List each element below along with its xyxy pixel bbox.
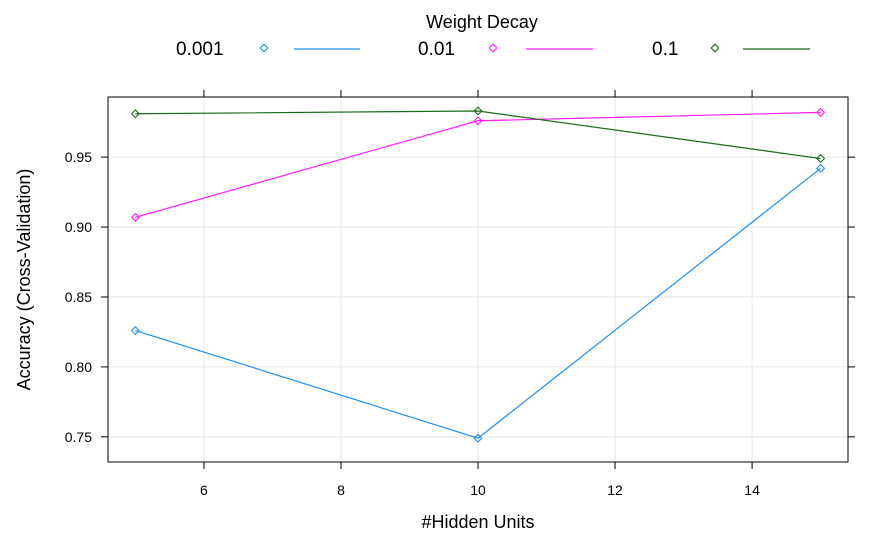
data-point-0.001-2 [816,163,826,173]
legend-marker-0.001 [259,43,269,53]
y-axis-label: Accuracy (Cross-Validation) [14,169,34,391]
legend-title: Weight Decay [426,12,538,32]
data-point-0.01-0 [130,212,140,222]
x-axis: 6 8 10 12 14 [200,90,760,498]
y-tick-label: 0.80 [65,359,92,375]
legend-label-0.1: 0.1 [652,39,678,60]
data-point-0.01-2 [816,107,826,117]
data-point-0.1-2 [816,153,826,164]
grid [108,97,848,462]
x-axis-label: #Hidden Units [421,512,534,532]
series-line-0.1 [135,110,821,160]
data-point-0.001-1 [473,433,483,443]
legend-label-0.01: 0.01 [418,39,455,60]
y-tick-label: 0.75 [65,429,92,445]
y-tick-label: 0.85 [65,289,92,305]
data-point-0.1-1 [473,106,483,116]
x-tick-label: 10 [470,482,486,498]
y-tick-label: 0.95 [65,149,92,165]
plot-frame [107,96,849,463]
legend-marker-0.1 [710,43,720,53]
series-line-0.01 [135,111,821,218]
legend: 0.001 0.01 0.1 [176,39,810,60]
x-tick-label: 6 [200,482,208,498]
y-axis: 0.75 0.80 0.85 0.90 0.95 [65,149,855,445]
data-point-0.1-0 [130,109,140,119]
series-line-0.001 [135,167,821,439]
series-layer [130,106,826,443]
data-point-0.01-1 [473,116,483,126]
legend-marker-0.01 [488,43,498,53]
x-tick-label: 12 [607,482,623,498]
x-tick-label: 14 [744,482,760,498]
y-tick-label: 0.90 [65,219,92,235]
data-point-0.001-0 [130,325,140,336]
legend-label-0.001: 0.001 [176,39,224,60]
x-tick-label: 8 [337,482,345,498]
